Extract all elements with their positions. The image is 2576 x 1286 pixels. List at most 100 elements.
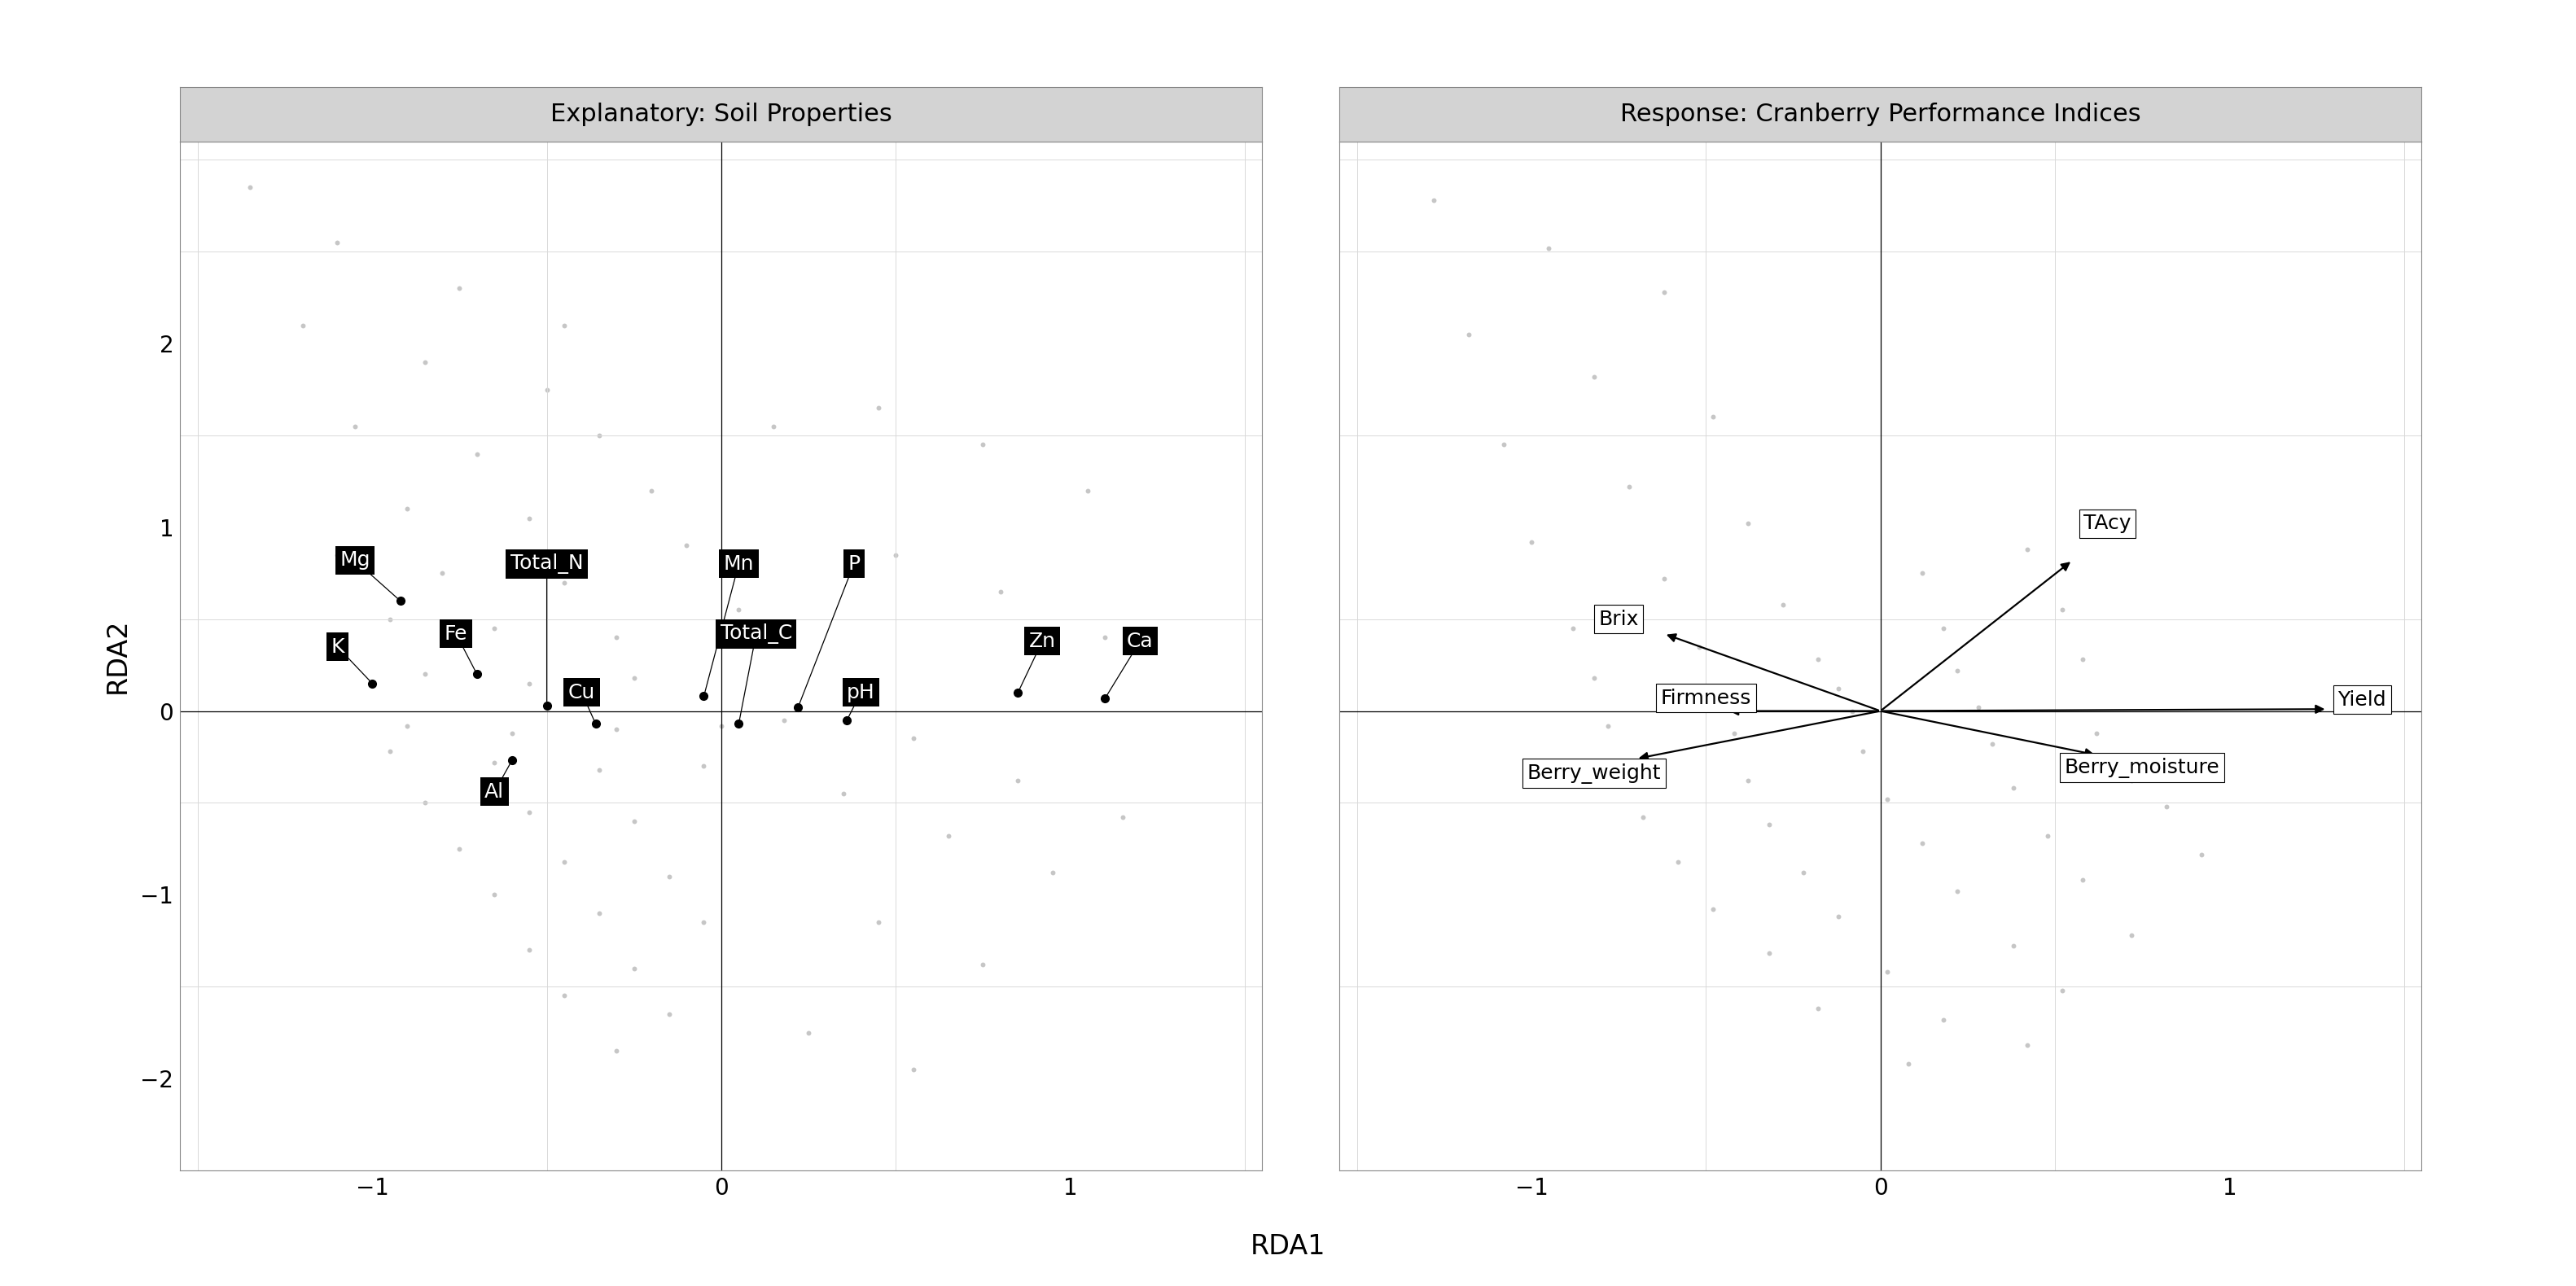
Point <box>665 535 706 556</box>
Point <box>507 673 549 693</box>
Point <box>1643 282 1685 302</box>
Text: RDA1: RDA1 <box>1249 1233 1327 1260</box>
Point <box>595 719 636 739</box>
Text: Mg: Mg <box>340 550 371 570</box>
Point <box>544 315 585 336</box>
Point <box>1842 741 1883 761</box>
Point <box>1922 1010 1963 1030</box>
Point <box>438 838 479 859</box>
Point <box>507 508 549 529</box>
Point <box>2112 770 2154 791</box>
Point <box>1868 788 1909 809</box>
Point <box>1888 1053 1929 1074</box>
Point <box>1901 833 1942 854</box>
Point <box>927 826 969 846</box>
Y-axis label: RDA2: RDA2 <box>106 619 131 693</box>
Point <box>474 752 515 773</box>
Point <box>963 954 1005 975</box>
Point <box>1512 531 1553 552</box>
Text: P: P <box>848 554 860 574</box>
Point <box>1749 814 1790 835</box>
Point <box>1692 406 1734 427</box>
Text: Berry_weight: Berry_weight <box>1528 764 1662 783</box>
Point <box>1084 628 1126 648</box>
Text: Total_N: Total_N <box>510 554 582 574</box>
Point <box>1587 715 1628 736</box>
Point <box>1868 962 1909 983</box>
Point <box>1066 480 1108 500</box>
Point <box>1484 435 1525 455</box>
Point <box>368 608 410 629</box>
Text: Cu: Cu <box>569 683 595 702</box>
Point <box>1937 660 1978 680</box>
Point <box>613 667 654 688</box>
Text: Fe: Fe <box>446 624 469 643</box>
Point <box>963 435 1005 455</box>
Text: Ca: Ca <box>1126 631 1154 651</box>
Point <box>544 851 585 872</box>
Point <box>649 865 690 886</box>
Point <box>1574 667 1615 688</box>
Text: Berry_moisture: Berry_moisture <box>2063 757 2221 778</box>
Point <box>2040 599 2081 620</box>
Point <box>631 480 672 500</box>
Text: Firmness: Firmness <box>1662 688 1752 707</box>
Point <box>1832 701 1873 721</box>
Point <box>822 783 863 804</box>
Point <box>1607 760 1649 781</box>
Point <box>526 379 567 400</box>
Point <box>894 728 935 748</box>
Point <box>404 664 446 684</box>
Point <box>1607 477 1649 498</box>
Point <box>438 278 479 298</box>
Point <box>997 770 1038 791</box>
Point <box>1798 998 1839 1019</box>
Text: Yield: Yield <box>2339 691 2385 710</box>
Point <box>979 581 1020 602</box>
Point <box>858 912 899 932</box>
Point <box>1819 679 1860 700</box>
Text: Mn: Mn <box>724 554 755 574</box>
Point <box>1553 619 1595 639</box>
Point <box>580 903 621 923</box>
Point <box>1103 808 1144 828</box>
Point <box>2007 539 2048 559</box>
Point <box>1448 324 1489 345</box>
Point <box>544 572 585 593</box>
Point <box>507 940 549 961</box>
Text: Response: Cranberry Performance Indices: Response: Cranberry Performance Indices <box>1620 103 2141 126</box>
Point <box>1574 367 1615 387</box>
Text: K: K <box>330 637 345 656</box>
Point <box>894 1058 935 1079</box>
Point <box>1713 723 1754 743</box>
Point <box>580 426 621 446</box>
Point <box>613 811 654 832</box>
Point <box>1692 899 1734 919</box>
Point <box>858 397 899 418</box>
Point <box>876 544 917 565</box>
Point <box>492 723 533 743</box>
Point <box>404 351 446 372</box>
Point <box>1762 594 1803 615</box>
Point <box>1922 619 1963 639</box>
Point <box>386 715 428 736</box>
Point <box>1798 649 1839 670</box>
Text: Total_C: Total_C <box>721 624 791 644</box>
Point <box>1728 513 1770 534</box>
Point <box>474 619 515 639</box>
Point <box>1033 863 1074 883</box>
Point <box>788 1022 829 1043</box>
Text: Explanatory: Soil Properties: Explanatory: Soil Properties <box>551 103 891 126</box>
Point <box>649 1004 690 1025</box>
Point <box>1643 568 1685 589</box>
Point <box>2040 980 2081 1001</box>
Point <box>1692 685 1734 706</box>
Point <box>335 415 376 436</box>
Point <box>317 544 358 565</box>
Text: Zn: Zn <box>1028 631 1056 651</box>
Point <box>613 958 654 979</box>
Point <box>1728 770 1770 791</box>
Point <box>1958 697 1999 718</box>
Point <box>368 741 410 761</box>
Point <box>507 801 549 822</box>
